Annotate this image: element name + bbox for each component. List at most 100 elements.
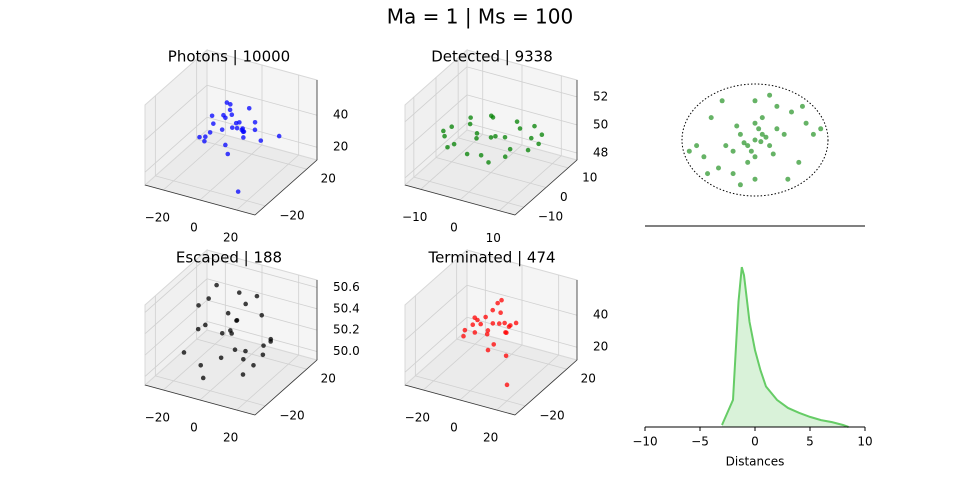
point bbox=[701, 154, 707, 160]
x-axis-label: Distances bbox=[726, 455, 785, 469]
grid-line bbox=[206, 321, 318, 352]
grid-line bbox=[466, 94, 578, 126]
point bbox=[532, 123, 537, 129]
grid-line bbox=[144, 257, 208, 313]
y-axis bbox=[254, 159, 318, 216]
point bbox=[203, 134, 208, 139]
grid-line bbox=[413, 176, 524, 208]
point bbox=[488, 113, 494, 119]
point bbox=[525, 147, 531, 153]
point bbox=[241, 135, 246, 140]
grid-line bbox=[206, 278, 318, 310]
point bbox=[502, 134, 508, 140]
panel-title: Escaped | 188 bbox=[176, 249, 282, 267]
point bbox=[236, 290, 242, 295]
point bbox=[243, 301, 248, 307]
y-tick-label: 10 bbox=[582, 170, 597, 184]
grid-line bbox=[458, 137, 569, 169]
point bbox=[719, 98, 725, 104]
point bbox=[206, 296, 211, 301]
point bbox=[730, 148, 736, 154]
point bbox=[472, 330, 478, 335]
panel-title: Terminated | 474 bbox=[427, 249, 555, 267]
point bbox=[752, 176, 758, 182]
point bbox=[502, 154, 508, 159]
point bbox=[241, 357, 246, 362]
point bbox=[485, 328, 491, 333]
kde-line bbox=[721, 266, 849, 428]
point bbox=[181, 350, 187, 355]
point bbox=[763, 134, 769, 140]
point bbox=[759, 115, 765, 121]
point bbox=[219, 331, 225, 336]
point bbox=[504, 382, 510, 388]
grid-line bbox=[404, 66, 468, 123]
point bbox=[752, 154, 758, 160]
point bbox=[737, 182, 743, 188]
x-tick-label: −10 bbox=[632, 435, 657, 449]
point bbox=[209, 113, 215, 119]
z-tick-label: 50.4 bbox=[333, 301, 360, 315]
x-axis bbox=[144, 184, 256, 216]
point bbox=[737, 131, 743, 137]
point bbox=[694, 143, 700, 149]
x-tick-label: 20 bbox=[223, 431, 238, 445]
grid-line bbox=[456, 338, 567, 370]
point bbox=[474, 136, 479, 141]
point bbox=[502, 320, 507, 326]
grid-line bbox=[144, 116, 208, 173]
grid-line bbox=[404, 94, 468, 151]
grid-line bbox=[466, 66, 578, 98]
point bbox=[232, 347, 238, 353]
x-tick-label: −20 bbox=[405, 411, 430, 425]
point bbox=[484, 331, 490, 337]
z-tick-label: 48 bbox=[593, 145, 608, 159]
boundary-circle bbox=[681, 83, 829, 197]
z-tick-label: 20 bbox=[333, 140, 348, 154]
y-axis bbox=[254, 359, 318, 416]
point bbox=[528, 135, 534, 141]
point bbox=[234, 125, 240, 131]
point bbox=[475, 317, 480, 323]
point bbox=[488, 135, 494, 140]
grid-line bbox=[206, 84, 318, 116]
point bbox=[796, 159, 802, 165]
point bbox=[810, 131, 816, 137]
point bbox=[752, 137, 758, 143]
y-axis bbox=[514, 159, 578, 216]
point bbox=[491, 342, 497, 347]
x-tick-label: −20 bbox=[145, 411, 170, 425]
point bbox=[536, 141, 541, 147]
point bbox=[759, 131, 765, 137]
point bbox=[442, 133, 447, 139]
z-tick-label: 40 bbox=[593, 308, 608, 322]
point bbox=[758, 139, 764, 145]
point bbox=[745, 159, 751, 165]
point bbox=[225, 310, 231, 316]
grid-line bbox=[435, 157, 547, 188]
point bbox=[503, 330, 508, 335]
grid-line bbox=[196, 338, 307, 370]
grid-line bbox=[466, 284, 578, 316]
grid-line bbox=[144, 299, 208, 356]
z-tick-label: 52 bbox=[593, 89, 608, 103]
point bbox=[745, 143, 751, 149]
point bbox=[741, 140, 747, 146]
x-tick-label: −10 bbox=[402, 210, 427, 224]
z-tick-label: 50.2 bbox=[333, 323, 360, 337]
point bbox=[228, 102, 233, 107]
point bbox=[734, 123, 740, 129]
point bbox=[517, 126, 523, 131]
z-tick-label: 50.0 bbox=[333, 344, 360, 358]
y-tick-label: −10 bbox=[538, 210, 563, 224]
point bbox=[705, 171, 711, 177]
point bbox=[237, 120, 242, 125]
x-tick-label: 0 bbox=[190, 421, 198, 435]
point bbox=[252, 127, 258, 133]
point bbox=[224, 100, 230, 105]
point bbox=[485, 347, 491, 353]
point bbox=[276, 133, 282, 139]
point bbox=[507, 146, 513, 152]
grid-line bbox=[404, 284, 468, 341]
